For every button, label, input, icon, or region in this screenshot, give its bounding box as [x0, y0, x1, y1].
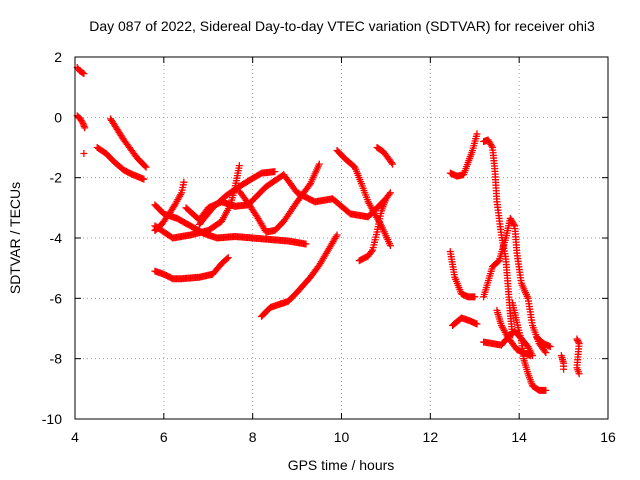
x-axis-label: GPS time / hours — [288, 457, 395, 473]
data-point — [510, 220, 518, 228]
chart-title: Day 087 of 2022, Sidereal Day-to-day VTE… — [89, 18, 595, 34]
x-tick-label: 14 — [511, 429, 527, 445]
x-tick-label: 8 — [249, 429, 257, 445]
data-point — [385, 190, 393, 198]
series-t15 — [355, 195, 390, 265]
data-point — [367, 248, 375, 256]
axis-ticks: 4 6 8 10 12 14 16 -10 -8 -6 -4 -2 0 2 — [42, 49, 616, 445]
data-point — [575, 370, 583, 378]
data-point — [389, 160, 397, 168]
x-tick-label: 6 — [160, 429, 168, 445]
y-axis-label: SDTVAR / TECUs — [7, 182, 23, 294]
data-point — [79, 69, 87, 77]
data-point — [224, 254, 232, 262]
data-point — [333, 231, 341, 239]
data-point — [78, 118, 86, 126]
data-point — [142, 163, 150, 171]
series-t18 — [446, 248, 479, 301]
data-point — [223, 255, 231, 263]
series-t3 — [80, 150, 88, 158]
data-point — [473, 130, 481, 138]
x-tick-label: 16 — [600, 429, 616, 445]
series-t24 — [509, 299, 550, 394]
series-t17 — [446, 130, 481, 180]
series-t6 — [151, 178, 188, 234]
y-tick-label: -6 — [50, 290, 63, 306]
data-point — [235, 162, 243, 170]
data-point — [473, 320, 481, 328]
series-t21 — [480, 136, 517, 339]
data-point — [574, 337, 582, 345]
data-point — [382, 195, 390, 203]
y-tick-label: 2 — [54, 49, 62, 65]
data-point — [488, 142, 496, 150]
data-point — [542, 349, 550, 357]
data-point — [573, 335, 581, 343]
data-point — [526, 352, 534, 360]
data-point — [315, 160, 323, 168]
y-tick-label: -10 — [42, 411, 62, 427]
data-point — [546, 343, 554, 351]
data-point — [471, 293, 479, 301]
series-t8 — [151, 162, 243, 242]
series-t4 — [93, 144, 148, 183]
data-point — [387, 159, 395, 167]
y-tick-label: -8 — [50, 351, 63, 367]
data-marks — [73, 64, 583, 394]
series-t26 — [557, 352, 568, 373]
series-t13 — [258, 231, 341, 320]
data-point — [80, 150, 88, 158]
plot-frame — [74, 56, 609, 420]
series-t25 — [533, 334, 554, 351]
y-tick-label: 0 — [54, 109, 62, 125]
series-t12 — [151, 254, 232, 283]
series-t19 — [449, 314, 481, 329]
data-point — [141, 162, 149, 170]
data-point — [271, 168, 279, 176]
data-point — [140, 175, 148, 183]
y-tick-label: -2 — [50, 170, 63, 186]
x-tick-label: 12 — [423, 429, 439, 445]
series-t11 — [235, 160, 323, 236]
data-point — [81, 124, 89, 132]
data-point — [302, 240, 310, 248]
data-point — [80, 70, 88, 78]
data-point — [386, 242, 394, 250]
series-t1 — [73, 64, 88, 78]
x-tick-label: 10 — [334, 429, 350, 445]
data-point — [386, 189, 394, 197]
data-point — [560, 365, 568, 373]
data-point — [542, 386, 550, 394]
series-t2 — [73, 112, 89, 132]
data-point — [180, 178, 188, 186]
series-t27 — [573, 335, 583, 378]
data-point — [541, 347, 549, 355]
data-point — [332, 233, 340, 241]
x-tick-label: 4 — [71, 429, 79, 445]
y-tick-label: -4 — [50, 230, 63, 246]
series-t5 — [107, 115, 150, 171]
series-t16 — [373, 144, 397, 168]
